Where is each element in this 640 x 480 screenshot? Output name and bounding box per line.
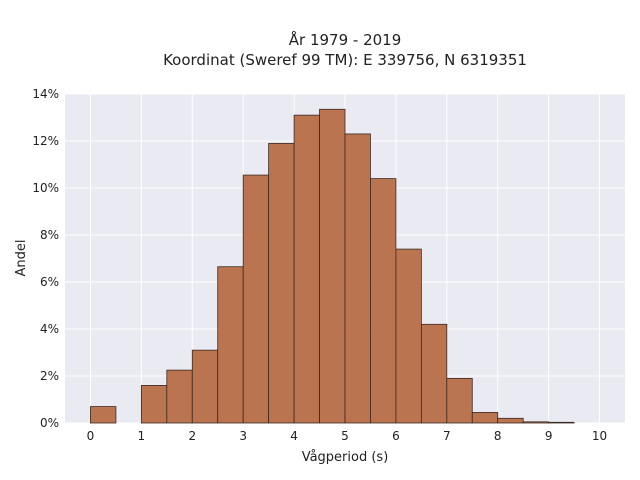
histogram-bar xyxy=(268,142,295,424)
histogram-bar xyxy=(242,174,270,424)
histogram-bar xyxy=(90,406,117,424)
bars xyxy=(90,108,575,424)
histogram-bar xyxy=(319,108,346,424)
histogram-bar xyxy=(344,133,371,424)
histogram-bar xyxy=(140,384,168,424)
histogram-bar xyxy=(166,369,193,424)
histogram-bar xyxy=(217,266,244,424)
histogram-bar xyxy=(293,114,320,424)
x-tick-labels: 0 1 2 3 4 5 6 7 8 9 10 xyxy=(87,429,608,443)
x-tick-label: 3 xyxy=(239,429,247,443)
x-tick-label: 8 xyxy=(494,429,502,443)
y-tick-labels: 0% 2% 4% 6% 8% 10% 12% 14% xyxy=(32,87,59,430)
y-tick-label: 0% xyxy=(40,416,59,430)
histogram-bar xyxy=(497,417,524,424)
x-tick-label: 4 xyxy=(290,429,298,443)
y-tick-label: 14% xyxy=(32,87,59,101)
x-axis-label: Vågperiod (s) xyxy=(302,450,389,465)
x-tick-label: 10 xyxy=(592,429,607,443)
histogram-bar xyxy=(191,349,219,424)
histogram-bar xyxy=(446,377,473,424)
histogram-bar xyxy=(420,323,448,424)
y-tick-label: 4% xyxy=(40,322,59,336)
histogram-bar xyxy=(522,421,550,424)
x-tick-label: 1 xyxy=(138,429,146,443)
x-tick-label: 2 xyxy=(188,429,196,443)
x-tick-label: 5 xyxy=(341,429,349,443)
chart-title: År 1979 - 2019 xyxy=(289,30,402,49)
y-tick-label: 2% xyxy=(40,369,59,383)
histogram-bar xyxy=(471,412,499,424)
x-tick-label: 7 xyxy=(443,429,451,443)
histogram-bar xyxy=(548,421,575,424)
x-tick-label: 9 xyxy=(545,429,553,443)
y-tick-label: 6% xyxy=(40,275,59,289)
y-tick-label: 10% xyxy=(32,181,59,195)
histogram-bar xyxy=(370,178,397,424)
histogram-bar xyxy=(395,248,422,424)
y-tick-label: 12% xyxy=(32,134,59,148)
x-tick-label: 6 xyxy=(392,429,400,443)
y-tick-label: 8% xyxy=(40,228,59,242)
chart-subtitle: Koordinat (Sweref 99 TM): E 339756, N 63… xyxy=(163,51,527,69)
y-axis-label: Andel xyxy=(14,240,29,277)
x-tick-label: 0 xyxy=(87,429,95,443)
